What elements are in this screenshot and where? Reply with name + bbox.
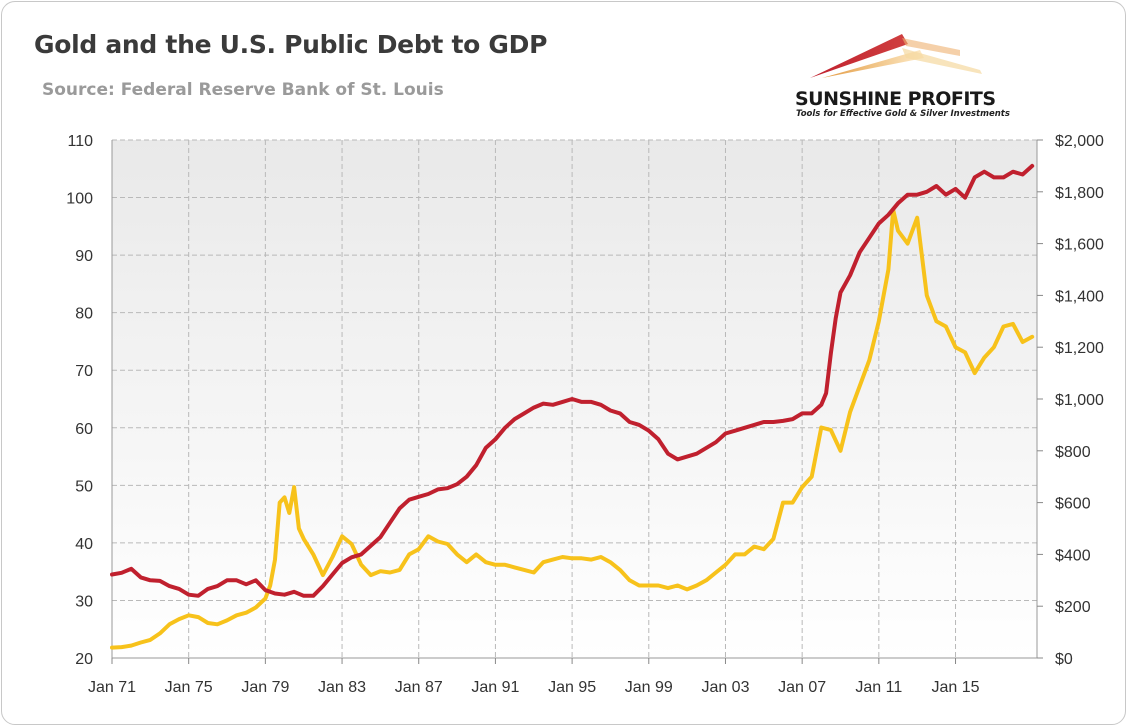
x-tick-label: Jan 99 [625, 679, 673, 696]
left-tick-label: 60 [75, 421, 93, 438]
right-tick-label: $1,400 [1055, 288, 1104, 305]
right-tick-label: $400 [1055, 547, 1091, 564]
right-tick-label: $1,600 [1055, 237, 1104, 254]
x-tick-label: Jan 91 [471, 679, 519, 696]
left-tick-label: 30 [75, 593, 93, 610]
debt-to-gdp-line [110, 163, 1035, 598]
right-tick-label: $800 [1055, 444, 1091, 461]
x-tick-label: Jan 07 [778, 679, 826, 696]
left-tick-label: 40 [75, 536, 93, 553]
right-tick-label: $1,800 [1055, 185, 1104, 202]
x-tick-label: Jan 83 [318, 679, 366, 696]
left-axis-ticks: 20 30 40 50 60 70 80 90 100 110 [66, 133, 93, 668]
x-tick-label: Jan 79 [241, 679, 289, 696]
grid-lines [112, 139, 1037, 658]
chart-subtitle: Source: Federal Reserve Bank of St. Loui… [42, 80, 444, 100]
x-tick-label: Jan 03 [701, 679, 749, 696]
x-tick-label: Jan 75 [165, 679, 213, 696]
x-tick-label: Jan 95 [548, 679, 596, 696]
right-tick-label: $600 [1055, 496, 1091, 513]
right-tick-label: $1,200 [1055, 340, 1104, 357]
right-tick-label: $2,000 [1055, 133, 1104, 150]
logo-tagline: Tools for Effective Gold & Silver Invest… [796, 109, 1010, 119]
left-tick-label: 20 [75, 651, 93, 668]
left-tick-label: 70 [75, 363, 93, 380]
left-tick-label: 100 [66, 191, 93, 208]
sunshine-profits-logo-icon [810, 34, 982, 78]
x-tick-label: Jan 15 [931, 679, 979, 696]
x-axis-ticks: Jan 71 Jan 75 Jan 79 Jan 83 Jan 87 Jan 91 Jan … [88, 658, 980, 696]
series-group [110, 163, 1035, 650]
left-tick-label: 110 [67, 133, 93, 150]
right-axis-ticks: $0 $200 $400 $600 $800 $1,000 $1,200 $1,400 $1,6… [1037, 133, 1104, 668]
left-tick-label: 80 [75, 306, 93, 323]
chart-title: Gold and the U.S. Public Debt to GDP [34, 30, 548, 59]
gold-price-line [110, 207, 1035, 650]
left-tick-label: 90 [75, 248, 93, 265]
x-tick-label: Jan 11 [855, 679, 902, 696]
logo-name: SUNSHINE PROFITS [795, 88, 996, 110]
right-tick-label: $200 [1055, 599, 1091, 616]
x-tick-label: Jan 71 [88, 679, 136, 696]
left-tick-label: 50 [75, 478, 93, 495]
x-tick-label: Jan 87 [395, 679, 443, 696]
right-tick-label: $0 [1055, 651, 1073, 668]
right-tick-label: $1,000 [1055, 392, 1104, 409]
